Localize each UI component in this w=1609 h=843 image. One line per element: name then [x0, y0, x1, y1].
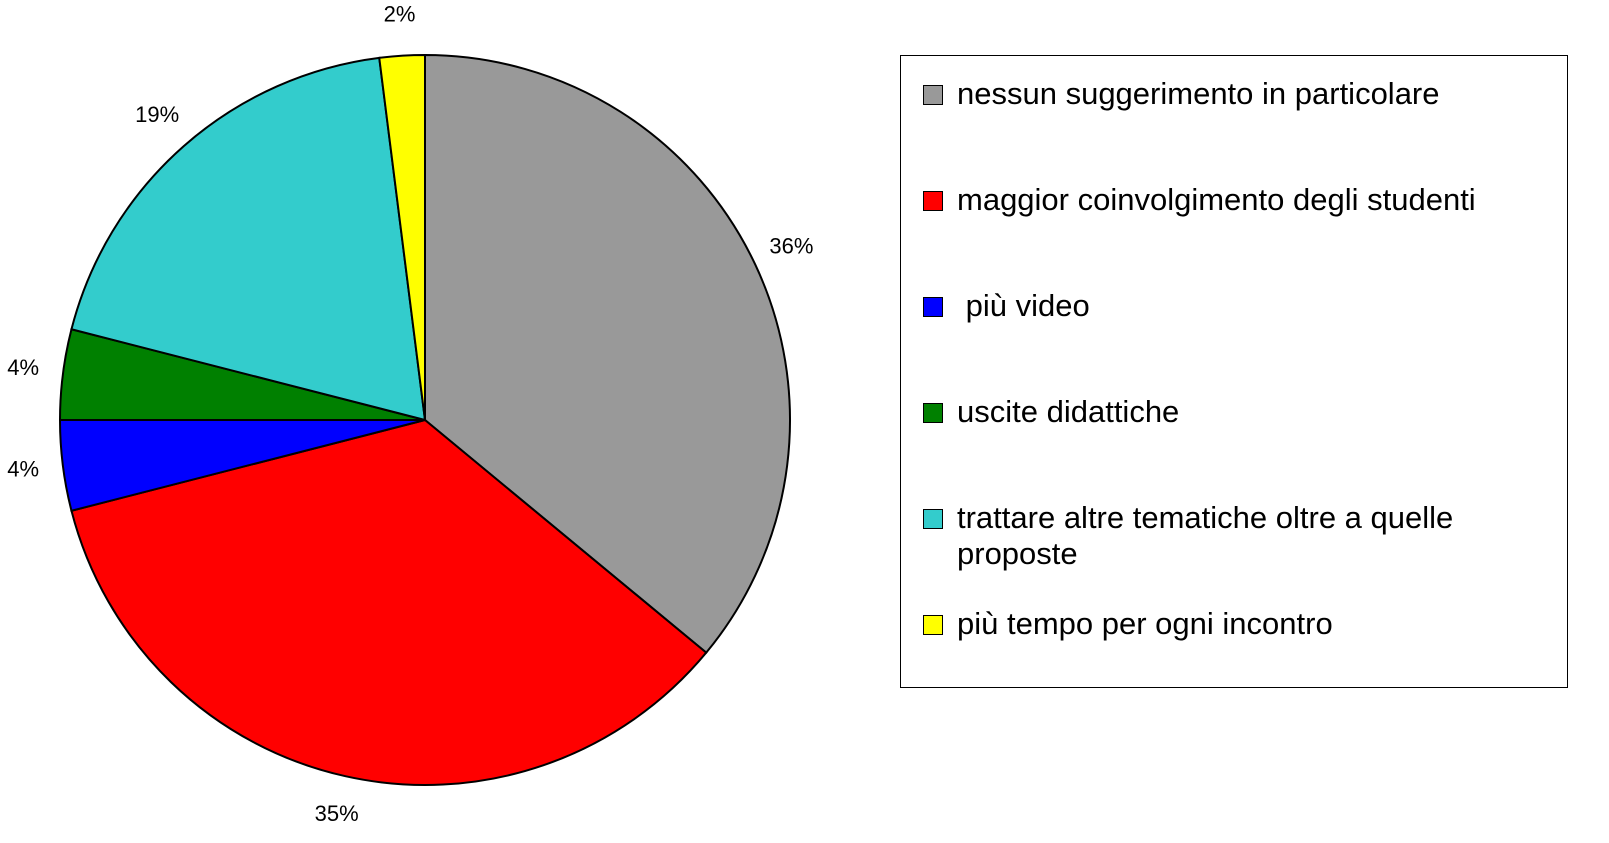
- chart: 36% 35% 4% 4% 19% 2%: [7, 2, 813, 826]
- legend-label: maggior coinvolgimento degli studenti: [957, 182, 1476, 217]
- slice-label: 35%: [315, 801, 359, 826]
- legend-label: uscite didattiche: [957, 394, 1180, 429]
- legend-swatch: [923, 297, 943, 317]
- pie-slice: [424, 53, 791, 655]
- slice-label: 19%: [135, 102, 179, 127]
- pie-slice: [70, 418, 708, 786]
- pie-slice: [70, 56, 427, 422]
- legend-swatch: [923, 403, 943, 423]
- slice-label: 4%: [7, 355, 39, 380]
- legend-label: trattare altre tematiche oltre a quelle …: [957, 500, 1462, 571]
- legend-label: più video: [957, 288, 1090, 323]
- legend-swatch: [923, 615, 943, 635]
- legend-item: più tempo per ogni incontro: [923, 606, 1543, 642]
- legend-item: uscite didattiche: [923, 394, 1543, 430]
- legend-swatch: [923, 85, 943, 105]
- legend-swatch: [923, 509, 943, 529]
- legend-item: nessun suggerimento in particolare: [923, 76, 1543, 112]
- legend-item: più video: [923, 288, 1543, 324]
- legend: nessun suggerimento in particolare maggio…: [900, 55, 1568, 688]
- legend-label: nessun suggerimento in particolare: [957, 76, 1440, 111]
- slice-label: 2%: [384, 2, 416, 27]
- pie-slice: [378, 53, 426, 421]
- slice-label: 36%: [769, 233, 813, 258]
- legend-label: più tempo per ogni incontro: [957, 606, 1333, 641]
- legend-swatch: [923, 191, 943, 211]
- slice-label: 4%: [7, 457, 39, 482]
- legend-item: maggior coinvolgimento degli studenti: [923, 182, 1543, 218]
- legend-item: trattare altre tematiche oltre a quelle …: [923, 500, 1543, 572]
